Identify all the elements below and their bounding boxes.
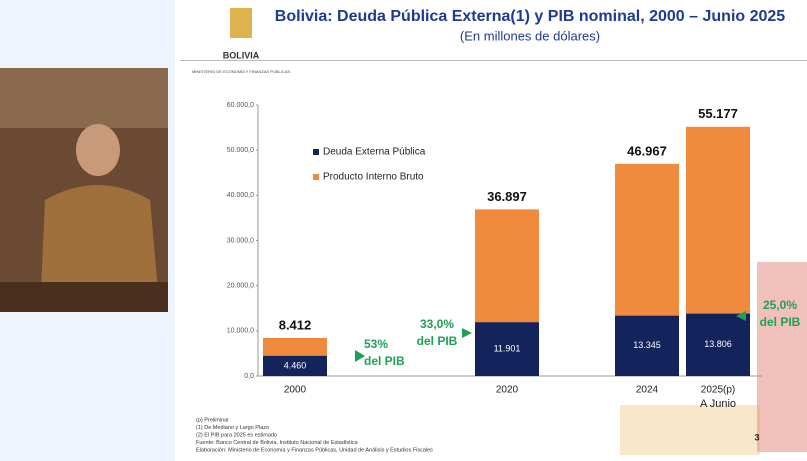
logo-mark [230, 8, 252, 38]
footnote: (2) El PIB para 2025 es estimado [196, 432, 277, 438]
annotation-arrow [462, 328, 472, 338]
x-tick-label: 2020 [496, 385, 519, 396]
annotation-arrow [355, 350, 365, 362]
footnote: Elaboración: Ministerio de Economía y Fi… [196, 447, 433, 453]
speaker-body [40, 185, 160, 312]
legend-swatch [313, 174, 319, 180]
page-number: 3 [754, 432, 759, 442]
y-tick-label: 40.000,0 [227, 192, 254, 199]
divider [180, 60, 807, 61]
annotation: 25,0% [763, 298, 797, 312]
annotation: del PIB [364, 354, 405, 368]
data-label: 13.806 [704, 339, 732, 349]
video-backdrop [0, 68, 168, 128]
decor [757, 262, 807, 452]
x-tick-label: 2024 [636, 385, 659, 396]
data-label: 4.460 [284, 360, 307, 370]
annotation: del PIB [760, 315, 801, 329]
footnote: (1) De Mediano y Largo Plazo [196, 425, 269, 431]
logo-name: BOLIVIA [223, 50, 260, 60]
bar [263, 355, 327, 376]
annotation-arrow [736, 311, 746, 321]
chart-subtitle: (En millones de dólares) [460, 28, 600, 43]
x-tick-label: 2000 [284, 385, 307, 396]
decor [620, 405, 760, 455]
data-label: 11.901 [494, 343, 521, 353]
y-tick-label: 30.000,0 [227, 237, 254, 244]
logo-ministry: MINISTERIO DE ECONOMÍA Y FINANZAS PÚBLIC… [192, 69, 290, 74]
data-label: 13.345 [633, 340, 661, 350]
annotation: 33,0% [420, 317, 454, 331]
footnote: Fuente: Banco Central de Bolivia, Instit… [196, 440, 359, 446]
data-label: 46.967 [627, 143, 667, 158]
x-tick-note: A Junio [700, 398, 736, 410]
annotation: 53% [364, 337, 388, 351]
bar [686, 313, 750, 376]
bar [475, 322, 539, 376]
data-label: 36.897 [487, 189, 527, 204]
footnote: (p) Preliminar [196, 417, 229, 423]
legend-label: Producto Interno Bruto [323, 172, 424, 183]
y-tick-label: 0,0 [244, 373, 254, 380]
y-tick-label: 20.000,0 [227, 283, 254, 290]
legend-label: Deuda Externa Pública [323, 147, 426, 158]
data-label: 55.177 [698, 106, 738, 121]
chart-title: Bolivia: Deuda Pública Externa(1) y PIB … [275, 8, 786, 25]
y-tick-label: 50.000,0 [227, 147, 254, 154]
legend-swatch [313, 149, 319, 155]
bar [615, 315, 679, 376]
speaker-head [76, 124, 120, 176]
x-tick-label: 2025(p) [701, 385, 735, 396]
y-tick-label: 60.000,0 [227, 102, 254, 109]
podium [0, 282, 168, 312]
annotation: del PIB [417, 334, 458, 348]
y-tick-label: 10.000,0 [227, 328, 254, 335]
data-label: 8.412 [279, 317, 312, 332]
